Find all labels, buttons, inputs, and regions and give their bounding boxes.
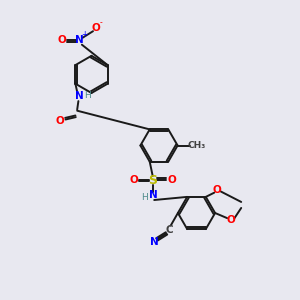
Text: H: H	[141, 193, 148, 202]
Text: O: O	[129, 175, 138, 184]
Text: C: C	[165, 225, 173, 236]
Text: O: O	[56, 116, 64, 126]
Text: O: O	[226, 214, 235, 225]
Text: N: N	[75, 35, 84, 45]
Text: H: H	[84, 91, 91, 100]
Text: O: O	[92, 23, 100, 33]
Text: CH₃: CH₃	[188, 141, 206, 150]
Text: N: N	[150, 237, 159, 248]
Text: S: S	[148, 174, 157, 187]
Text: N: N	[149, 190, 158, 200]
Text: O: O	[167, 175, 176, 184]
Text: N: N	[75, 91, 83, 101]
Text: O: O	[213, 185, 222, 195]
Text: +: +	[81, 30, 88, 39]
Text: -: -	[100, 18, 103, 27]
Text: O: O	[57, 35, 66, 45]
